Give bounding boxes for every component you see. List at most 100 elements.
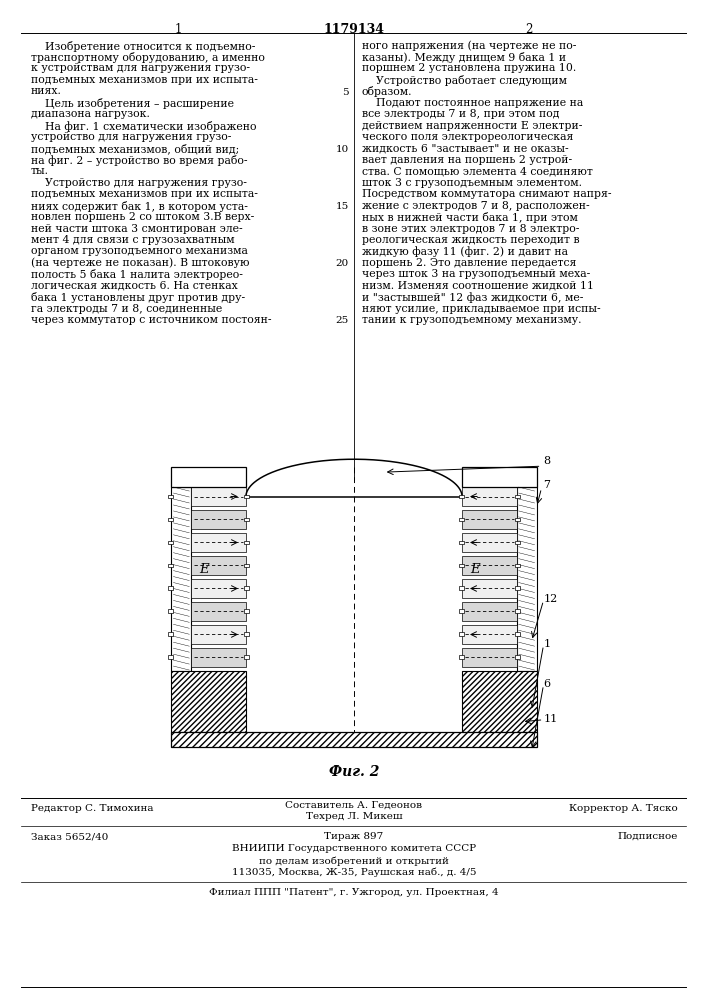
Bar — [192, 579, 246, 598]
Text: Подают постоянное напряжение на: Подают постоянное напряжение на — [362, 98, 583, 108]
Bar — [244, 655, 249, 659]
Bar — [462, 648, 517, 667]
Text: Корректор А. Тяско: Корректор А. Тяско — [568, 804, 677, 813]
Text: жидкость 6 "застывает" и не оказы-: жидкость 6 "застывает" и не оказы- — [362, 143, 568, 153]
Bar — [459, 609, 464, 613]
Text: ного напряжения (на чертеже не по-: ного напряжения (на чертеже не по- — [362, 41, 576, 51]
Bar — [244, 518, 249, 521]
Text: жидкую фазу 11 (фиг. 2) и давит на: жидкую фазу 11 (фиг. 2) и давит на — [362, 246, 568, 257]
Bar — [462, 487, 517, 506]
Bar — [171, 487, 192, 671]
Text: 5: 5 — [342, 88, 349, 97]
Text: бака 1 установлены друг против дру-: бака 1 установлены друг против дру- — [30, 292, 245, 303]
Bar — [168, 655, 173, 659]
Text: ства. С помощью элемента 4 соединяют: ства. С помощью элемента 4 соединяют — [362, 166, 592, 176]
Bar — [515, 541, 520, 544]
Text: устройство для нагружения грузо-: устройство для нагружения грузо- — [30, 132, 231, 142]
Text: низм. Изменяя соотношение жидкой 11: низм. Изменяя соотношение жидкой 11 — [362, 281, 594, 291]
Text: образом.: образом. — [362, 86, 412, 97]
Bar — [244, 564, 249, 567]
Text: ВНИИПИ Государственного комитета СССР: ВНИИПИ Государственного комитета СССР — [232, 844, 476, 853]
Bar — [192, 533, 246, 552]
Text: действием напряженности E электри-: действием напряженности E электри- — [362, 121, 583, 131]
Bar — [515, 609, 520, 613]
Bar — [168, 541, 173, 544]
Bar — [171, 467, 246, 487]
Bar — [168, 518, 173, 521]
Text: Техред Л. Микеш: Техред Л. Микеш — [305, 812, 402, 821]
Bar — [168, 609, 173, 613]
Text: 15: 15 — [336, 202, 349, 211]
Text: Филиал ППП "Патент", г. Ужгород, ул. Проектная, 4: Филиал ППП "Патент", г. Ужгород, ул. Про… — [209, 888, 499, 897]
Text: 12: 12 — [544, 594, 558, 604]
Bar — [515, 495, 520, 498]
Text: ниях содержит бак 1, в котором уста-: ниях содержит бак 1, в котором уста- — [30, 201, 247, 212]
Text: Редактор С. Тимохина: Редактор С. Тимохина — [30, 804, 153, 813]
Text: вает давления на поршень 2 устрой-: вает давления на поршень 2 устрой- — [362, 155, 572, 165]
Text: к устройствам для нагружения грузо-: к устройствам для нагружения грузо- — [30, 63, 250, 73]
Text: 11: 11 — [544, 714, 558, 724]
Text: органом грузоподъемного механизма: органом грузоподъемного механизма — [30, 246, 247, 256]
Bar — [192, 602, 246, 621]
Text: Устройство работает следующим: Устройство работает следующим — [362, 75, 567, 86]
Text: га электроды 7 и 8, соединенные: га электроды 7 и 8, соединенные — [30, 304, 222, 314]
Text: ней части штока 3 смонтирован эле-: ней части штока 3 смонтирован эле- — [30, 224, 243, 234]
Bar — [171, 732, 537, 747]
Bar — [515, 518, 520, 521]
Bar — [168, 586, 173, 590]
Bar — [459, 655, 464, 659]
Text: Фиг. 2: Фиг. 2 — [329, 765, 379, 779]
Text: 10: 10 — [336, 145, 349, 154]
Text: казаны). Между днищем 9 бака 1 и: казаны). Между днищем 9 бака 1 и — [362, 52, 566, 63]
Bar — [171, 671, 246, 732]
Text: поршень 2. Это давление передается: поршень 2. Это давление передается — [362, 258, 576, 268]
Text: Изобретение относится к подъемно-: Изобретение относится к подъемно- — [30, 41, 255, 52]
Bar — [462, 533, 517, 552]
Bar — [517, 487, 537, 671]
Text: ческого поля электрореологическая: ческого поля электрореологическая — [362, 132, 573, 142]
Bar — [192, 487, 246, 506]
Bar — [459, 564, 464, 567]
Text: няют усилие, прикладываемое при испы-: няют усилие, прикладываемое при испы- — [362, 304, 600, 314]
Text: Посредством коммутатора снимают напря-: Посредством коммутатора снимают напря- — [362, 189, 612, 199]
Text: подъемных механизмов, общий вид;: подъемных механизмов, общий вид; — [30, 143, 239, 154]
Bar — [459, 632, 464, 636]
Text: Тираж 897: Тираж 897 — [325, 832, 384, 841]
Bar — [192, 556, 246, 575]
Text: 8: 8 — [544, 456, 551, 466]
Bar — [459, 518, 464, 521]
Text: 25: 25 — [336, 316, 349, 325]
Bar — [462, 556, 517, 575]
Text: на фиг. 2 – устройство во время рабо-: на фиг. 2 – устройство во время рабо- — [30, 155, 247, 166]
Bar — [244, 495, 249, 498]
Text: логическая жидкость 6. На стенках: логическая жидкость 6. На стенках — [30, 281, 238, 291]
Text: диапазона нагрузок.: диапазона нагрузок. — [30, 109, 149, 119]
Bar — [168, 632, 173, 636]
Text: транспортному оборудованию, а именно: транспортному оборудованию, а именно — [30, 52, 264, 63]
Bar — [244, 541, 249, 544]
Bar — [515, 632, 520, 636]
Text: Подписное: Подписное — [617, 832, 677, 841]
Text: Заказ 5652/40: Заказ 5652/40 — [30, 832, 108, 841]
Text: На фиг. 1 схематически изображено: На фиг. 1 схематически изображено — [30, 121, 256, 132]
Bar — [459, 541, 464, 544]
Text: 2: 2 — [525, 23, 532, 36]
Bar — [462, 467, 537, 487]
Text: ниях.: ниях. — [30, 86, 62, 96]
Bar — [459, 586, 464, 590]
Text: мент 4 для связи с грузозахватным: мент 4 для связи с грузозахватным — [30, 235, 234, 245]
Text: E: E — [470, 563, 480, 576]
Bar — [192, 648, 246, 667]
Text: по делам изобретений и открытий: по делам изобретений и открытий — [259, 856, 449, 866]
Text: Устройство для нагружения грузо-: Устройство для нагружения грузо- — [30, 178, 247, 188]
Text: (на чертеже не показан). В штоковую: (на чертеже не показан). В штоковую — [30, 258, 249, 268]
Bar — [459, 495, 464, 498]
Bar — [462, 671, 537, 732]
Text: все электроды 7 и 8, при этом под: все электроды 7 и 8, при этом под — [362, 109, 559, 119]
Text: Цель изобретения – расширение: Цель изобретения – расширение — [30, 98, 233, 109]
Text: тании к грузоподъемному механизму.: тании к грузоподъемному механизму. — [362, 315, 581, 325]
Text: через коммутатор с источником постоян-: через коммутатор с источником постоян- — [30, 315, 271, 325]
Text: ты.: ты. — [30, 166, 49, 176]
Text: полость 5 бака 1 налита электрорео-: полость 5 бака 1 налита электрорео- — [30, 269, 243, 280]
Text: E: E — [199, 563, 209, 576]
